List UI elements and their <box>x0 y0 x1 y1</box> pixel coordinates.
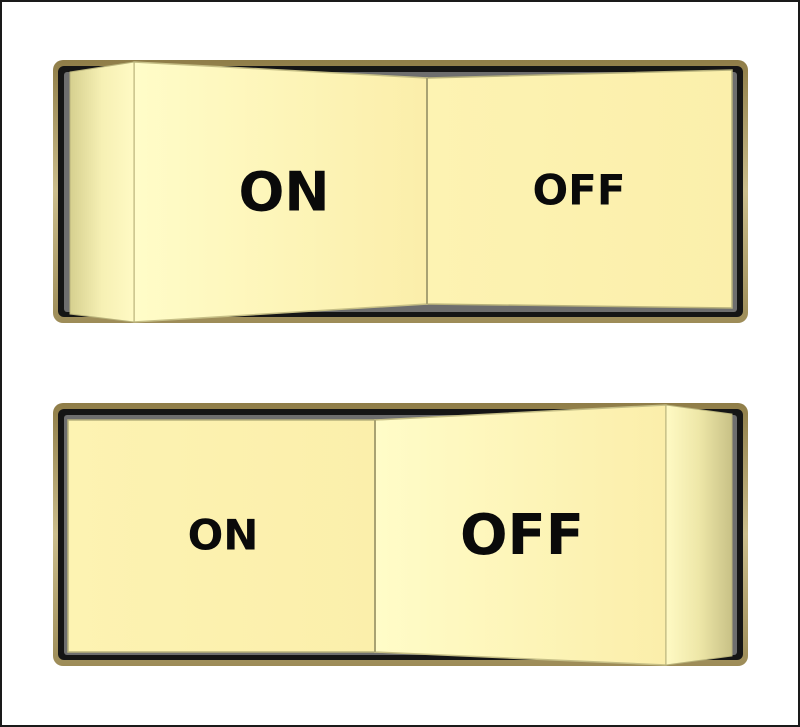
switch-1-off-label: OFF <box>532 166 625 215</box>
switch-2-off-label: OFF <box>460 503 584 568</box>
rocker-switch-1[interactable]: ON OFF <box>53 60 748 323</box>
rocker-switch-2[interactable]: ON OFF <box>53 403 748 666</box>
switch-1-on-label: ON <box>238 161 329 224</box>
switch-2-right-bevel <box>665 404 733 666</box>
switch-1-left-bevel <box>69 61 135 323</box>
switch-2-on-label: ON <box>188 511 259 560</box>
